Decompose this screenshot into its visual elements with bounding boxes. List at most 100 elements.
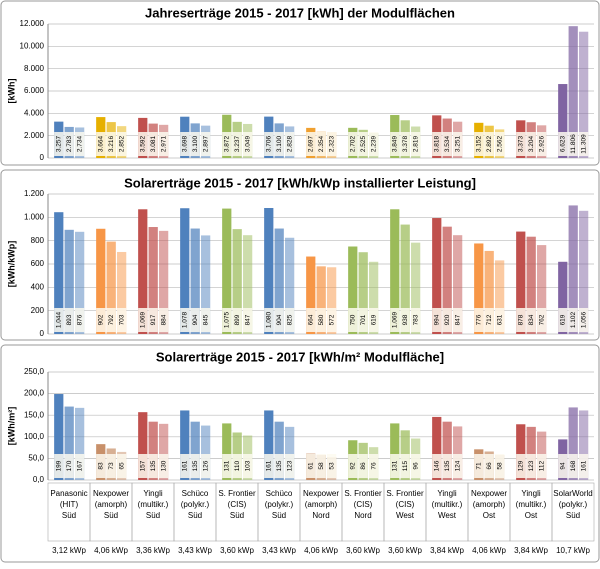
x-tick-label: (amorph) — [95, 500, 128, 509]
value-label: 66 — [486, 462, 493, 470]
value-label: 86 — [360, 462, 367, 470]
y-tick-label: 1.200 — [24, 189, 45, 198]
value-label: 167 — [76, 460, 83, 471]
bar — [400, 224, 410, 334]
x-tick-label: Süd — [104, 511, 118, 520]
value-label: 3.534 — [444, 135, 451, 152]
y-tick-label: 200,0 — [24, 389, 45, 398]
value-label-box — [201, 132, 211, 156]
value-label: 58 — [496, 462, 503, 470]
value-label-box — [369, 308, 379, 332]
value-label-box — [180, 132, 190, 156]
value-label: 3.237 — [234, 135, 241, 152]
value-label: 904 — [192, 314, 199, 325]
x-tick-label: Süd — [230, 511, 244, 520]
value-label: 2.971 — [160, 135, 167, 152]
value-label-box — [568, 454, 578, 478]
x-tick-label: (CIS) — [354, 500, 373, 509]
value-label: 76 — [370, 462, 377, 470]
value-label: 96 — [412, 462, 419, 470]
value-label-box — [432, 454, 442, 478]
value-label: 2.897 — [202, 135, 209, 152]
value-label-box — [159, 308, 169, 332]
value-label-box — [138, 132, 148, 156]
value-label-box — [201, 308, 211, 332]
value-label: 161 — [265, 460, 272, 471]
bar — [453, 235, 463, 334]
value-label: 3.373 — [517, 135, 524, 152]
value-label-box — [54, 308, 64, 332]
value-label-box — [442, 308, 452, 332]
y-axis-label: [kWh/m²] — [6, 407, 16, 446]
value-label-box — [568, 132, 578, 156]
value-label: 123 — [528, 460, 535, 471]
value-label: 750 — [349, 314, 356, 325]
value-label: 126 — [202, 460, 209, 471]
bar — [274, 421, 284, 480]
x-tick-label: Nexpower — [93, 489, 129, 498]
value-label: 920 — [444, 314, 451, 325]
value-label: 170 — [66, 460, 73, 471]
value-label-box — [537, 308, 547, 332]
y-tick-label: 150,0 — [24, 410, 45, 419]
value-label: 2.354 — [318, 135, 325, 152]
x-tick-label: (multikr.) — [432, 500, 463, 509]
value-label-box — [64, 308, 74, 332]
value-label: 3.257 — [55, 135, 62, 152]
x-tick-label: Yingli — [521, 489, 540, 498]
x-tick-label: (polykr.) — [559, 500, 588, 509]
value-label: 664 — [307, 314, 314, 325]
y-tick-label: 10.000 — [20, 41, 45, 50]
value-label: 3.706 — [265, 135, 272, 152]
value-label: 131 — [391, 460, 398, 471]
y-tick-label: 8.000 — [24, 64, 45, 73]
value-label-box — [516, 132, 526, 156]
value-label-box — [358, 132, 368, 156]
value-label: 3.204 — [528, 135, 535, 152]
bar — [75, 231, 85, 334]
value-label: 893 — [66, 314, 73, 325]
power-label: 10,7 kWp — [556, 546, 590, 555]
x-tick-label: (multikr.) — [138, 500, 169, 509]
value-label: 3.849 — [391, 135, 398, 152]
bar — [526, 236, 536, 334]
y-axis-label: [kWh] — [6, 79, 16, 104]
y-tick-label: 0,0 — [33, 475, 45, 484]
value-label: 161 — [181, 460, 188, 471]
value-label-box — [306, 454, 316, 478]
bar — [568, 205, 578, 334]
x-tick-label: Yingli — [143, 489, 162, 498]
value-label: 135 — [192, 460, 199, 471]
value-label: 2.697 — [307, 135, 314, 152]
value-label: 131 — [223, 460, 230, 471]
value-label: 2.828 — [286, 135, 293, 152]
bar — [558, 261, 568, 334]
value-label-box — [285, 454, 295, 478]
bar — [222, 423, 232, 480]
x-tick-label: S. Frontier — [386, 489, 424, 498]
value-label-box — [327, 308, 337, 332]
value-label: 11.806 — [570, 134, 577, 154]
value-label-box — [442, 454, 452, 478]
x-tick-label: Süd — [566, 511, 580, 520]
value-label-box — [568, 308, 578, 332]
y-tick-label: 400 — [31, 282, 45, 291]
bar — [54, 212, 64, 334]
value-label: 123 — [286, 460, 293, 471]
value-label-box — [75, 308, 85, 332]
value-label: 776 — [475, 314, 482, 325]
x-tick-label: West — [396, 511, 415, 520]
value-label: 1.102 — [570, 311, 577, 328]
power-label: 4,06 kWp — [304, 546, 338, 555]
bar — [159, 423, 169, 480]
chart-title: Jahreserträge 2015 - 2017 [kWh] der Modu… — [145, 5, 455, 20]
value-label-box — [526, 308, 536, 332]
value-label-box — [138, 454, 148, 478]
bar — [432, 218, 442, 334]
value-label-box — [138, 308, 148, 332]
x-tick-label: Nexpower — [303, 489, 339, 498]
value-label: 2.734 — [76, 135, 83, 152]
value-label-box — [117, 308, 127, 332]
bar — [201, 425, 211, 480]
bar — [568, 26, 578, 158]
